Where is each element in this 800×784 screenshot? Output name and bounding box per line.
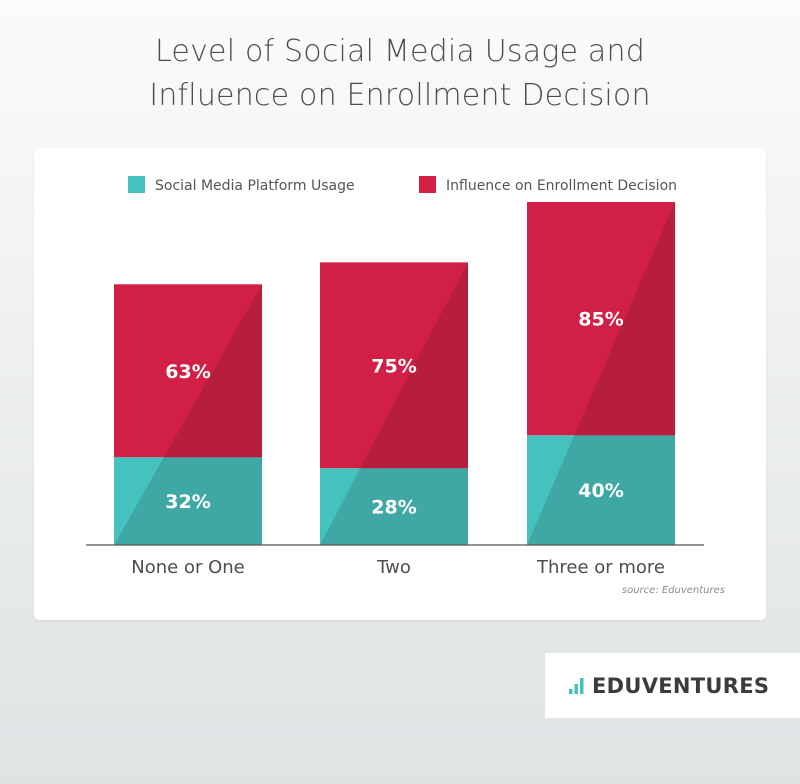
logo-box [545,653,800,718]
bar-segment-usage-2 [320,468,468,545]
source-note: source: Eduventures [622,585,725,596]
x-tick-labels-group: None or One Two Three or more [131,557,665,578]
legend-item-influence: Influence on Enrollment Decision [419,176,677,194]
data-label-usage-1: 32% [165,491,210,513]
chart-title: Level of Social Media Usage and Influenc… [0,30,800,118]
bars-group [114,202,675,545]
legend-label: Social Media Platform Usage [155,178,355,194]
data-label-influence-3: 85% [578,309,623,331]
chart-title-line-2: Influence on Enrollment Decision [149,78,651,113]
bar-segment-influence-2 [320,262,468,469]
data-label-usage-2: 28% [371,497,416,519]
data-label-influence-2: 75% [371,355,416,377]
data-label-usage-3: 40% [578,480,623,502]
legend-swatch [419,176,436,193]
chart-title-line-1: Level of Social Media Usage and [155,34,645,69]
bar-segment-usage-1 [114,457,262,545]
legend-label: Influence on Enrollment Decision [446,178,677,194]
bar-segment-influence-3 [527,202,675,436]
x-tick-label-2: Two [376,557,411,578]
bar-chart-icon [569,678,584,694]
x-tick-label-1: None or One [131,557,244,578]
legend: Social Media Platform Usage Influence on … [128,176,677,194]
legend-swatch [128,176,145,193]
data-labels-group: 32% 63% 28% 75% 40% 85% [165,309,623,519]
data-label-influence-1: 63% [165,361,210,383]
x-tick-label-3: Three or more [536,557,665,578]
bar-segment-usage-3 [527,435,675,545]
logo-text: EDUVENTURES [592,674,770,698]
bar-segment-influence-1 [114,284,262,458]
legend-item-usage: Social Media Platform Usage [128,176,355,194]
